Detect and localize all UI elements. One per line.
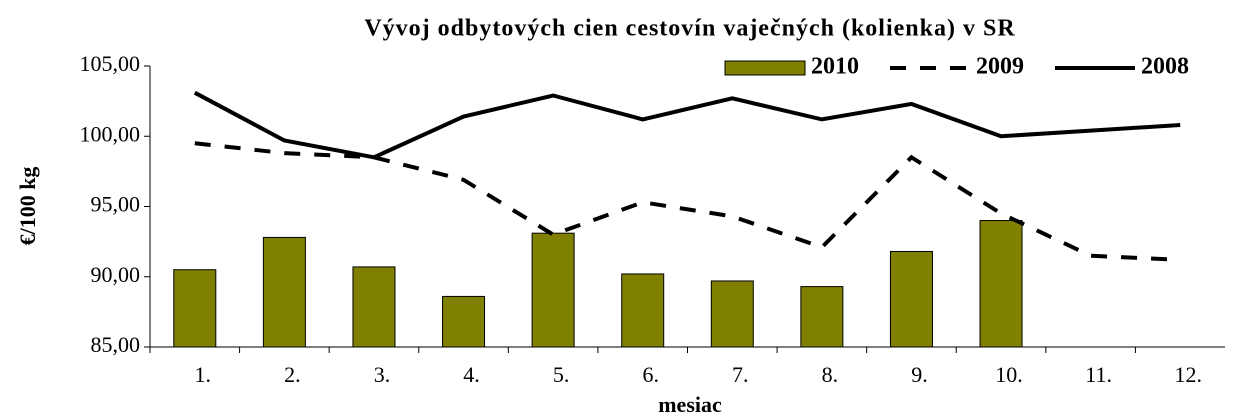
y-axis-label: €/100 kg	[15, 167, 40, 246]
legend-label: 2008	[1141, 54, 1189, 80]
y-tick-label: 85,00	[91, 332, 141, 357]
bar	[710, 280, 754, 348]
bar	[531, 232, 575, 348]
x-tick-label: 8.	[822, 362, 839, 387]
legend-label: 2010	[811, 54, 859, 80]
line	[193, 90, 1181, 160]
legend-label: 2009	[976, 54, 1024, 80]
x-tick-label: 9.	[911, 362, 928, 387]
bar	[352, 266, 396, 348]
chart-title: Vývoj odbytových cien cestovín vaječných…	[364, 16, 1015, 42]
x-tick-label: 6.	[642, 362, 659, 387]
y-tick-label: 90,00	[91, 262, 141, 287]
x-tick-label: 4.	[463, 362, 480, 387]
bar	[979, 220, 1023, 348]
x-tick-label: 1.	[195, 362, 212, 387]
x-tick-label: 2.	[284, 362, 301, 387]
x-axis-label: mesiac	[658, 392, 722, 417]
y-tick-label: 105,00	[80, 51, 141, 76]
bar	[442, 295, 486, 348]
bar	[621, 273, 665, 348]
x-tick-label: 12.	[1174, 362, 1202, 387]
bar	[173, 269, 217, 348]
bar	[889, 250, 933, 348]
x-tick-label: 5.	[553, 362, 570, 387]
y-tick-label: 100,00	[80, 121, 141, 146]
x-tick-label: 7.	[732, 362, 749, 387]
x-tick-label: 3.	[374, 362, 391, 387]
x-tick-label: 10.	[995, 362, 1023, 387]
legend-swatch	[724, 60, 806, 76]
y-tick-label: 95,00	[91, 192, 141, 217]
line	[194, 141, 1181, 262]
x-tick-label: 11.	[1085, 362, 1112, 387]
bar	[262, 236, 306, 348]
bar	[800, 286, 844, 348]
